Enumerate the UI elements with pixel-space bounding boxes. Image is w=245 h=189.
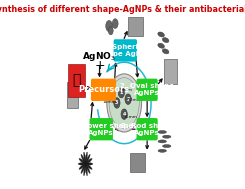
Ellipse shape xyxy=(158,43,164,48)
Text: 1. Spherical
shape AgNPs: 1. Spherical shape AgNPs xyxy=(99,44,151,57)
Ellipse shape xyxy=(162,49,169,54)
Text: 12mm: 12mm xyxy=(128,98,142,102)
Text: 2. Oval shape
AgNPs: 2. Oval shape AgNPs xyxy=(120,83,174,96)
Circle shape xyxy=(107,74,142,132)
Ellipse shape xyxy=(85,152,87,164)
Text: Green synthesis of different shape-AgNPs & their antibacterial activity: Green synthesis of different shape-AgNPs… xyxy=(0,5,245,14)
FancyBboxPatch shape xyxy=(128,17,143,36)
Ellipse shape xyxy=(158,149,166,152)
FancyBboxPatch shape xyxy=(67,82,78,108)
Ellipse shape xyxy=(85,164,87,176)
Circle shape xyxy=(108,27,113,35)
Text: 10mm: 10mm xyxy=(103,100,116,104)
Text: 2: 2 xyxy=(126,97,130,102)
FancyBboxPatch shape xyxy=(91,79,116,101)
FancyBboxPatch shape xyxy=(164,59,177,84)
Ellipse shape xyxy=(79,164,86,169)
Text: Precursors: Precursors xyxy=(78,85,129,94)
Ellipse shape xyxy=(158,131,166,133)
Text: 4: 4 xyxy=(122,112,126,117)
Ellipse shape xyxy=(86,164,90,174)
FancyBboxPatch shape xyxy=(130,153,145,172)
Text: 3. Rod shape
AgNPs: 3. Rod shape AgNPs xyxy=(121,123,173,136)
Text: AgNO$_3$: AgNO$_3$ xyxy=(83,50,117,64)
Ellipse shape xyxy=(162,145,171,148)
Ellipse shape xyxy=(86,154,90,164)
FancyBboxPatch shape xyxy=(68,64,85,97)
Circle shape xyxy=(118,87,124,98)
Ellipse shape xyxy=(162,135,171,138)
FancyBboxPatch shape xyxy=(136,118,158,140)
Circle shape xyxy=(106,20,112,32)
Text: 15mm: 15mm xyxy=(123,115,137,119)
Ellipse shape xyxy=(79,158,86,164)
Text: +: + xyxy=(94,59,105,72)
Ellipse shape xyxy=(84,152,86,164)
Text: 3: 3 xyxy=(115,100,119,105)
Ellipse shape xyxy=(84,164,86,176)
Circle shape xyxy=(114,98,120,108)
Circle shape xyxy=(121,109,127,119)
FancyBboxPatch shape xyxy=(89,118,113,140)
Text: 8mm: 8mm xyxy=(122,88,133,92)
Ellipse shape xyxy=(158,140,166,143)
Ellipse shape xyxy=(158,32,164,37)
Text: 1: 1 xyxy=(120,90,123,95)
Ellipse shape xyxy=(81,164,86,174)
FancyBboxPatch shape xyxy=(114,39,137,62)
Text: 🍅: 🍅 xyxy=(73,74,81,88)
Ellipse shape xyxy=(162,38,169,43)
Ellipse shape xyxy=(81,154,86,164)
Ellipse shape xyxy=(86,163,93,165)
Text: 4. Flower shape
AgNPs: 4. Flower shape AgNPs xyxy=(70,123,133,136)
Circle shape xyxy=(109,78,139,128)
Circle shape xyxy=(125,94,131,105)
Circle shape xyxy=(112,19,118,29)
Ellipse shape xyxy=(86,164,92,169)
Ellipse shape xyxy=(86,158,92,164)
FancyBboxPatch shape xyxy=(136,79,158,101)
Ellipse shape xyxy=(78,163,86,165)
